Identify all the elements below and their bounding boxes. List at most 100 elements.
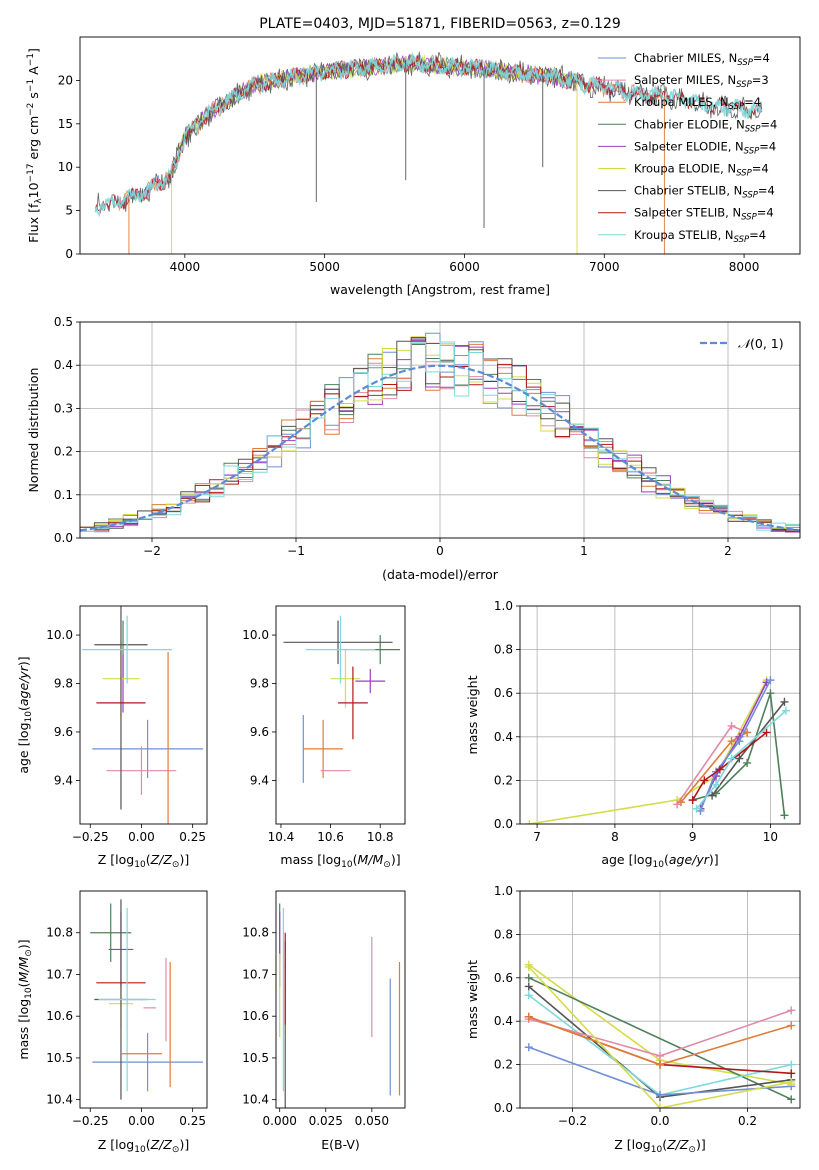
legend-entry-kroupa_miles: Kroupa MILES, NSSP=4 (634, 95, 761, 112)
label-part: )] (696, 1137, 706, 1152)
legend-entry-chabrier_stelib: Chabrier STELIB, NSSP=4 (634, 184, 775, 201)
y-tick-label: 1.0 (494, 599, 513, 613)
label-part: erg cm (26, 116, 41, 164)
legend-value: =4 (752, 162, 769, 176)
axes-frame (79, 605, 208, 825)
label-part: ( (16, 982, 31, 987)
label-part: Z/Z (150, 852, 173, 867)
legend-entry-kroupa_stelib: Kroupa STELIB, NSSP=4 (634, 228, 766, 245)
label-part: −2 (26, 103, 36, 116)
axes-frame (275, 605, 406, 825)
marker-salpeter_miles (727, 721, 736, 730)
legend-sub: SSP (737, 58, 753, 68)
x-axis-label: mass [log10(M/M⊙)] (280, 852, 400, 870)
label-part: ( (662, 1137, 667, 1152)
y-tick-label: 0.0 (54, 531, 73, 545)
marker-kroupa_stelib (692, 804, 701, 813)
x-tick-label: 0.0 (650, 1114, 669, 1128)
marker-kroupa_stelib (787, 1060, 796, 1069)
legend-value: =4 (760, 117, 777, 131)
label-part: ] (26, 48, 41, 53)
label-part: 10 (24, 987, 34, 999)
axes-frame (519, 605, 801, 825)
x-tick-label: 0.25 (179, 830, 206, 844)
x-tick-label: 0 (436, 544, 444, 558)
label-part: )] (391, 852, 401, 867)
marker-salpeter_miles (787, 1006, 796, 1015)
marker-salpeter_stelib (688, 796, 697, 805)
x-tick-label: 0.00 (128, 830, 155, 844)
axes-mass_vs_Z: −0.25 0.00 0.25 10.4 10.5 10.6 10.7 10.8 (46, 890, 208, 1128)
y-tick-label: 0.4 (494, 1014, 513, 1028)
legend-text: Salpeter STELIB, N (634, 206, 741, 220)
label-part: 10 (651, 1145, 663, 1155)
x-axis-label: wavelength [Angstrom, rest frame] (330, 282, 550, 297)
plot-area (80, 332, 800, 533)
label-part: Z [log (614, 1137, 650, 1152)
x-tick-label: 1 (580, 544, 588, 558)
axes-residuals: −2 −1 0 1 2 0.0 0.1 0.2 0.3 0.4 0.5 (54, 315, 801, 558)
x-tick-label: 0.025 (309, 1114, 343, 1128)
axes-frame (79, 890, 208, 1109)
x-tick-label: 10.8 (367, 830, 394, 844)
y-tick-label: 0.6 (494, 686, 513, 700)
axes-frame (79, 321, 801, 539)
legend-entry-chabrier_elodie: Chabrier ELODIE, NSSP=4 (634, 117, 777, 134)
y-tick-label: 10.8 (242, 926, 269, 940)
y-tick-label: 0.4 (494, 730, 513, 744)
label-part: 10 (653, 860, 665, 870)
marker-chabrier_elodie (780, 811, 789, 820)
y-tick-label: 9.6 (54, 725, 73, 739)
x-tick-label: 0.00 (128, 1114, 155, 1128)
label-part: ( (664, 852, 669, 867)
series-kroupa_stelib (695, 710, 787, 810)
y-tick-label: 0.0 (494, 817, 513, 831)
label-part: M/M (358, 852, 384, 867)
y-tick-label: 0.8 (494, 927, 513, 941)
label-part: 10 (134, 860, 146, 870)
y-tick-label: 10.4 (46, 1093, 73, 1107)
series-kroupa_stelib (94, 51, 763, 218)
axes-frame (519, 890, 801, 1109)
label-part: Z [log (98, 852, 134, 867)
y-tick-label: 20 (58, 73, 73, 87)
legend-text: Kroupa MILES, N (634, 95, 729, 109)
axes-age_vs_mass: 10.4 10.6 10.8 9.4 9.6 9.8 10.0 (242, 605, 406, 844)
series-chabrier_elodie (528, 977, 792, 1101)
marker-kroupa_stelib (782, 706, 790, 715)
marker-chabrier_elodie (787, 1095, 796, 1104)
marker-kroupa_miles (727, 737, 736, 746)
y-tick-label: 9.4 (54, 773, 73, 787)
x-tick-label: 0.000 (263, 1114, 297, 1128)
label-part: ⊙ (24, 949, 34, 957)
x-axis-label: Z [log10(Z/Z⊙)] (98, 1137, 189, 1155)
label-part: 10 (24, 711, 34, 723)
marker-salpeter_miles (656, 1051, 664, 1060)
marker-salpeter_stelib (700, 776, 709, 785)
y-axis-label: mass weight (465, 960, 480, 1039)
y-tick-label: 10.4 (242, 1093, 269, 1107)
label-part: 10 (341, 860, 353, 870)
legend-text: Salpeter MILES, N (634, 73, 736, 87)
marker-salpeter_stelib (715, 765, 724, 774)
label-part: ⊙ (172, 860, 180, 870)
label-part: age [log (601, 852, 652, 867)
label-part: mass [log (16, 999, 31, 1060)
plot-area (82, 606, 203, 824)
x-tick-label: −1 (287, 544, 305, 558)
y-tick-label: 0.2 (494, 1058, 513, 1072)
label-part: M/M (16, 956, 31, 982)
x-tick-label: 7000 (589, 260, 620, 274)
legend-entry-salpeter_stelib: Salpeter STELIB, NSSP=4 (634, 206, 774, 223)
axes-frame (275, 890, 406, 1109)
legend-sub: SSP (745, 124, 761, 134)
label-part: 10 (26, 182, 41, 198)
legend-text: Kroupa ELODIE, N (634, 162, 736, 176)
marker-chabrier_stelib (524, 982, 533, 991)
y-tick-label: 9.8 (54, 677, 73, 691)
marker-chabrier_stelib (735, 754, 744, 763)
label-part: )] (16, 939, 31, 949)
y-tick-label: 10.5 (242, 1051, 269, 1065)
legend-text: Chabrier MILES, N (634, 51, 737, 65)
